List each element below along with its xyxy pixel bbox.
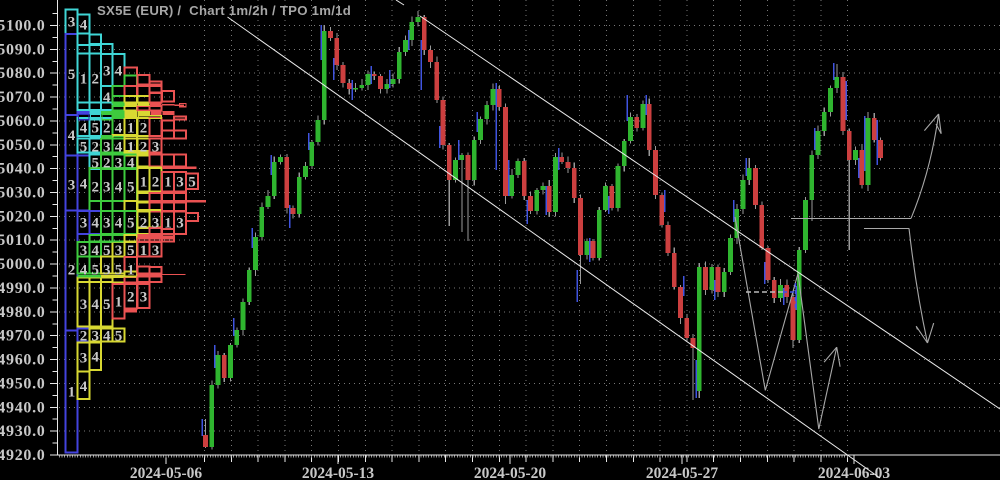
svg-text:4920.0: 4920.0 <box>0 447 46 464</box>
svg-text:4960.0: 4960.0 <box>0 352 46 369</box>
svg-text:1: 1 <box>80 72 88 88</box>
svg-text:4990.0: 4990.0 <box>0 280 46 297</box>
svg-text:4: 4 <box>115 64 123 80</box>
svg-text:3: 3 <box>68 15 76 31</box>
svg-text:5: 5 <box>115 329 123 345</box>
svg-text:3: 3 <box>140 290 148 306</box>
svg-text:5: 5 <box>91 121 99 137</box>
svg-text:4: 4 <box>115 140 123 156</box>
svg-text:2: 2 <box>103 121 111 137</box>
svg-text:1: 1 <box>164 216 172 232</box>
svg-text:3: 3 <box>68 178 76 194</box>
svg-text:5: 5 <box>103 243 111 259</box>
svg-text:3: 3 <box>80 216 88 232</box>
svg-text:3: 3 <box>103 64 111 80</box>
svg-text:4: 4 <box>115 216 123 232</box>
svg-text:2024-05-20: 2024-05-20 <box>474 465 547 480</box>
svg-text:3: 3 <box>103 263 111 279</box>
svg-text:5: 5 <box>188 175 196 191</box>
svg-text:5090.0: 5090.0 <box>0 41 46 58</box>
svg-text:5070.0: 5070.0 <box>0 89 46 106</box>
svg-text:2: 2 <box>91 72 99 88</box>
svg-text:1: 1 <box>127 140 135 156</box>
svg-text:5040.0: 5040.0 <box>0 161 46 178</box>
svg-text:4: 4 <box>91 350 99 366</box>
svg-text:3: 3 <box>103 216 111 232</box>
svg-text:3: 3 <box>115 243 123 259</box>
svg-text:3: 3 <box>152 243 160 259</box>
svg-text:5050.0: 5050.0 <box>0 137 46 154</box>
svg-text:SX5E (EUR) / Chart 1m/2h / TP: SX5E (EUR) / Chart 1m/2h / TPO 1m/1d <box>97 3 351 18</box>
svg-text:5030.0: 5030.0 <box>0 185 46 202</box>
svg-text:5: 5 <box>127 243 135 259</box>
svg-text:5020.0: 5020.0 <box>0 208 46 225</box>
svg-text:4: 4 <box>91 243 99 259</box>
svg-text:2: 2 <box>140 216 148 232</box>
svg-text:1: 1 <box>140 243 148 259</box>
svg-text:5060.0: 5060.0 <box>0 113 46 130</box>
svg-text:3: 3 <box>176 175 184 191</box>
svg-text:4970.0: 4970.0 <box>0 328 46 345</box>
svg-text:2: 2 <box>68 263 76 279</box>
svg-text:2: 2 <box>140 121 148 137</box>
svg-text:4: 4 <box>91 216 99 232</box>
svg-text:3: 3 <box>80 297 88 313</box>
svg-text:2: 2 <box>140 140 148 156</box>
svg-text:4940.0: 4940.0 <box>0 399 46 416</box>
svg-text:3: 3 <box>152 140 160 156</box>
svg-text:2: 2 <box>152 175 160 191</box>
svg-text:5: 5 <box>127 216 135 232</box>
svg-text:4: 4 <box>127 156 135 172</box>
svg-text:4: 4 <box>80 18 88 34</box>
svg-text:2024-06-03: 2024-06-03 <box>818 465 891 480</box>
svg-text:3: 3 <box>152 216 160 232</box>
svg-text:3: 3 <box>91 329 99 345</box>
svg-text:1: 1 <box>140 175 148 191</box>
svg-text:3: 3 <box>103 180 111 196</box>
svg-text:4: 4 <box>103 329 111 345</box>
svg-text:5: 5 <box>80 140 88 156</box>
svg-text:5080.0: 5080.0 <box>0 65 46 82</box>
svg-text:1: 1 <box>68 385 76 401</box>
svg-text:4950.0: 4950.0 <box>0 375 46 392</box>
svg-text:1: 1 <box>127 121 135 137</box>
svg-text:4930.0: 4930.0 <box>0 423 46 440</box>
svg-text:4: 4 <box>91 297 99 313</box>
svg-text:2024-05-06: 2024-05-06 <box>130 465 203 480</box>
svg-text:1: 1 <box>127 263 135 279</box>
svg-text:3: 3 <box>103 140 111 156</box>
svg-text:1: 1 <box>164 175 172 191</box>
svg-text:4: 4 <box>68 128 76 144</box>
svg-text:2024-05-27: 2024-05-27 <box>646 465 719 480</box>
svg-text:5010.0: 5010.0 <box>0 232 46 249</box>
svg-text:4: 4 <box>115 121 123 137</box>
svg-text:5: 5 <box>127 180 135 196</box>
svg-text:4: 4 <box>80 121 88 137</box>
svg-text:5000.0: 5000.0 <box>0 256 46 273</box>
svg-text:2: 2 <box>91 140 99 156</box>
svg-text:1: 1 <box>115 295 123 311</box>
svg-text:5: 5 <box>91 263 99 279</box>
svg-text:4: 4 <box>80 177 88 193</box>
svg-text:4: 4 <box>80 263 88 279</box>
svg-text:5: 5 <box>115 263 123 279</box>
svg-text:3: 3 <box>176 216 184 232</box>
svg-text:4: 4 <box>80 379 88 395</box>
svg-text:2: 2 <box>103 156 111 172</box>
svg-text:5: 5 <box>103 297 111 313</box>
svg-text:3: 3 <box>80 350 88 366</box>
svg-text:2024-05-13: 2024-05-13 <box>302 465 375 480</box>
svg-text:2: 2 <box>91 180 99 196</box>
svg-text:3: 3 <box>115 156 123 172</box>
svg-text:2: 2 <box>80 329 88 345</box>
svg-text:5: 5 <box>68 67 76 83</box>
svg-text:5: 5 <box>91 156 99 172</box>
svg-text:2: 2 <box>127 290 135 306</box>
svg-text:5100.0: 5100.0 <box>0 18 46 35</box>
svg-text:4980.0: 4980.0 <box>0 304 46 321</box>
svg-text:4: 4 <box>103 90 111 106</box>
svg-text:4: 4 <box>115 180 123 196</box>
svg-text:3: 3 <box>80 243 88 259</box>
